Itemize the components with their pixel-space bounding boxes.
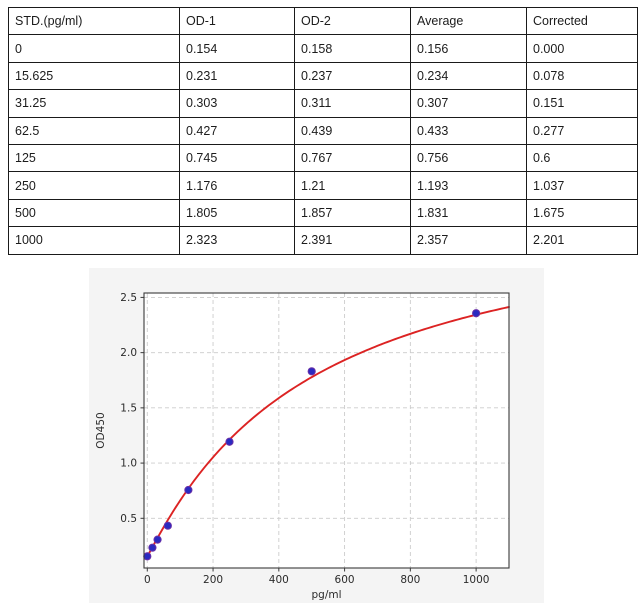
table-cell: 250: [8, 171, 180, 200]
x-tick-label: 200: [203, 574, 223, 586]
x-tick-label: 1000: [463, 574, 490, 586]
column-header: STD.(pg/ml): [8, 6, 180, 36]
table-row: 62.5 0.427 0.439 0.433 0.277: [8, 116, 638, 145]
table-cell: 1.805: [179, 198, 295, 228]
table-cell: 0.6: [526, 143, 638, 173]
table-cell: 1.21: [294, 171, 411, 200]
data-point: [148, 543, 157, 552]
data-point: [184, 485, 193, 495]
table-row: 250 1.176 1.21 1.193 1.037: [8, 171, 638, 200]
table-cell: 0.237: [294, 61, 411, 91]
standards-table-header: STD.(pg/ml) OD-1 OD-2 Average Corrected: [8, 6, 638, 36]
table-cell: 1000: [8, 226, 180, 255]
y-tick-label: 2.0: [120, 347, 137, 359]
table-cell: 62.5: [8, 116, 180, 145]
table-cell: 0.000: [526, 34, 638, 63]
header-row: STD.(pg/ml) OD-1 OD-2 Average Corrected: [8, 6, 638, 36]
table-cell: 0.156: [410, 34, 527, 63]
standard-curve-chart: 0 200 400 600 800 1000 0.5 1.0 1.5 2.0 2.5 pg/ml OD4…: [89, 268, 544, 603]
table-cell: 500: [8, 198, 180, 228]
chart-svg: 0 200 400 600 800 1000 0.5 1.0 1.5 2.0 2.5 pg/ml OD4…: [95, 292, 510, 601]
table-row: 0 0.154 0.158 0.156 0.000: [8, 34, 638, 63]
table-cell: 0.277: [526, 116, 638, 145]
column-header: OD-2: [294, 6, 411, 36]
table-cell: 1.037: [526, 171, 638, 200]
table-cell: 125: [8, 143, 180, 173]
table-cell: 0.756: [410, 143, 527, 173]
table-cell: 1.857: [294, 198, 411, 228]
table-cell: 0.311: [294, 89, 411, 118]
x-tick-label: 0: [144, 574, 151, 586]
table-cell: 15.625: [8, 61, 180, 91]
table-cell: 2.391: [294, 226, 411, 255]
table-cell: 2.323: [179, 226, 295, 255]
table-cell: 0.234: [410, 61, 527, 91]
column-header: Corrected: [526, 6, 638, 36]
table-cell: 1.675: [526, 198, 638, 228]
table-cell: 0.439: [294, 116, 411, 145]
table-row: 500 1.805 1.857 1.831 1.675: [8, 198, 638, 228]
y-tick-label: 1.0: [120, 458, 137, 470]
y-tick-label: 0.5: [120, 513, 137, 525]
y-tick-label: 2.5: [120, 292, 137, 304]
x-tick-label: 800: [400, 574, 420, 586]
table-cell: 31.25: [8, 89, 180, 118]
table-cell: 1.193: [410, 171, 527, 200]
table-cell: 0.151: [526, 89, 638, 118]
data-point: [153, 535, 162, 544]
x-axis-title: pg/ml: [311, 589, 341, 601]
standards-table-body: 0 0.154 0.158 0.156 0.000 15.625 0.231 0.237 0.2…: [8, 34, 638, 255]
standards-table: STD.(pg/ml) OD-1 OD-2 Average Corrected 0 0.1…: [8, 6, 638, 255]
table-cell: 2.201: [526, 226, 638, 255]
y-tick-label: 1.5: [120, 402, 137, 414]
table-row: 1000 2.323 2.391 2.357 2.201: [8, 226, 638, 255]
x-tick-label: 400: [269, 574, 289, 586]
table-cell: 0.307: [410, 89, 527, 118]
table-cell: 0.433: [410, 116, 527, 145]
table-cell: 0.427: [179, 116, 295, 145]
table-row: 15.625 0.231 0.237 0.234 0.078: [8, 61, 638, 91]
plot-area: [144, 293, 509, 568]
table-cell: 0.231: [179, 61, 295, 91]
table-cell: 0.745: [179, 143, 295, 173]
y-axis-title: OD450: [95, 412, 107, 448]
data-point: [143, 552, 152, 561]
table-row: 125 0.745 0.767 0.756 0.6: [8, 143, 638, 173]
column-header: OD-1: [179, 6, 295, 36]
table-cell: 0.078: [526, 61, 638, 91]
data-point: [225, 437, 234, 446]
table-cell: 2.357: [410, 226, 527, 255]
table-cell: 0: [8, 34, 180, 63]
table-cell: 0.158: [294, 34, 411, 63]
data-point: [163, 521, 172, 530]
data-point: [472, 309, 481, 318]
table-cell: 0.767: [294, 143, 411, 173]
table-cell: 1.176: [179, 171, 295, 200]
plot-frame: [143, 292, 510, 569]
x-tick-label: 600: [335, 574, 355, 586]
table-row: 31.25 0.303 0.311 0.307 0.151: [8, 89, 638, 118]
data-point: [307, 367, 316, 376]
table-cell: 0.303: [179, 89, 295, 118]
fit-curve: [146, 306, 510, 558]
table-cell: 0.154: [179, 34, 295, 63]
table-cell: 1.831: [410, 198, 527, 228]
column-header: Average: [410, 6, 527, 36]
